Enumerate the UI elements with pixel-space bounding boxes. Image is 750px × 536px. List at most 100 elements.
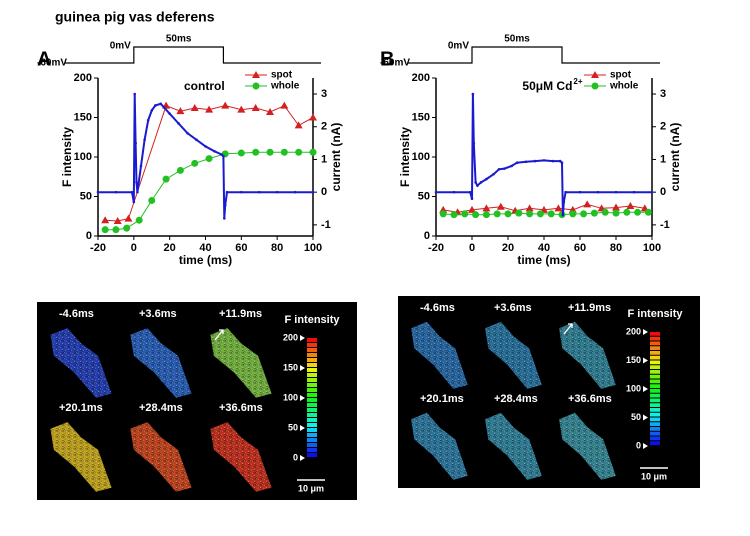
- marker: [510, 164, 513, 168]
- cell-texture: [210, 328, 272, 398]
- marker: [101, 226, 109, 234]
- cell-texture: [130, 328, 192, 398]
- marker: [583, 200, 592, 208]
- marker: [280, 148, 288, 156]
- marker: [205, 155, 213, 163]
- colorbar-stripe: [650, 374, 660, 379]
- y-tick-label: 150: [412, 111, 430, 123]
- cell-texture: [411, 321, 468, 389]
- marker: [650, 190, 654, 194]
- image-time-label: -4.6ms: [59, 308, 94, 320]
- marker: [644, 208, 652, 216]
- colorbar-stripe: [307, 348, 317, 352]
- colorbar-tick-label: 0: [293, 452, 298, 462]
- marker: [295, 148, 303, 156]
- marker: [150, 109, 154, 112]
- colorbar-tick-label: 150: [283, 362, 298, 372]
- y-tick-label: 200: [74, 72, 92, 84]
- colorbar-stripe: [307, 423, 317, 427]
- marker: [450, 211, 458, 219]
- cell-texture: [485, 412, 542, 480]
- marker: [515, 209, 523, 217]
- marker: [204, 145, 207, 148]
- marker: [580, 210, 588, 218]
- annotation: control: [184, 79, 225, 93]
- x-tick-label: -20: [428, 242, 444, 254]
- marker: [493, 210, 501, 218]
- marker: [113, 216, 122, 224]
- marker: [474, 181, 477, 184]
- scale-bar-label: 10 μm: [641, 471, 667, 481]
- marker: [275, 190, 279, 194]
- legend-marker: [591, 82, 599, 90]
- marker: [134, 141, 137, 145]
- marker: [252, 148, 260, 156]
- colorbar-tick: [300, 335, 305, 341]
- x-tick-label: 80: [271, 242, 283, 254]
- colorbar-stripe: [650, 336, 660, 341]
- colorbar-stripe: [650, 412, 660, 417]
- marker: [526, 210, 534, 218]
- image-time-label: +11.9ms: [219, 308, 262, 320]
- marker: [237, 149, 245, 157]
- x-tick-label: -20: [90, 242, 106, 254]
- marker: [601, 208, 609, 216]
- colorbar-stripe: [307, 413, 317, 417]
- colorbar-stripe: [650, 346, 660, 350]
- colorbar-tick-label: 200: [283, 332, 298, 342]
- colorbar-tick-label: 0: [636, 440, 641, 450]
- y2-tick-label: 3: [321, 88, 327, 100]
- colorbar-tick: [643, 443, 648, 449]
- colorbar-stripe: [650, 441, 660, 445]
- colorbar-tick-label: 50: [631, 412, 641, 422]
- colorbar-tick-label: 100: [626, 383, 641, 393]
- marker: [251, 104, 260, 112]
- x-tick-label: 60: [235, 242, 247, 254]
- colorbar-stripe: [650, 403, 660, 407]
- colorbar-stripe: [307, 448, 317, 452]
- x-tick-label: 20: [164, 242, 176, 254]
- marker: [130, 190, 134, 194]
- marker: [154, 104, 157, 107]
- colorbar-stripe: [307, 343, 317, 347]
- y-tick-label: 100: [74, 151, 92, 163]
- marker: [470, 197, 474, 201]
- marker: [143, 138, 146, 142]
- marker: [311, 190, 315, 194]
- colorbar-stripe: [650, 422, 660, 426]
- legend-marker: [591, 71, 599, 78]
- image-time-label: +28.4ms: [494, 393, 538, 405]
- marker: [112, 226, 120, 234]
- annotation: 50μM Cd: [522, 79, 572, 93]
- colorbar-stripe: [307, 378, 317, 382]
- marker: [266, 107, 274, 115]
- colorbar-stripe: [650, 332, 660, 336]
- colorbar-stripe: [650, 417, 660, 422]
- colorbar-stripe: [307, 358, 317, 362]
- cell-texture: [50, 422, 112, 492]
- colorbar-stripe: [307, 443, 317, 447]
- scale-bar-label: 10 μm: [298, 483, 324, 493]
- colorbar-stripe: [307, 388, 317, 392]
- y-axis-label: F intensity: [398, 127, 412, 187]
- y2-tick-label: 2: [321, 121, 327, 133]
- marker: [148, 196, 156, 204]
- marker: [123, 224, 131, 232]
- colorbar-tick-label: 150: [626, 355, 641, 365]
- y-tick-label: 150: [74, 111, 92, 123]
- colorbar-stripe: [307, 338, 317, 342]
- colorbar-stripe: [307, 373, 317, 377]
- colorbar-stripe: [650, 341, 660, 346]
- panel-label: A: [37, 48, 51, 70]
- marker: [135, 216, 143, 224]
- marker: [564, 190, 567, 194]
- colorbar-stripe: [307, 368, 317, 372]
- marker: [195, 138, 198, 142]
- marker: [542, 159, 546, 162]
- x-tick-label: 80: [610, 242, 622, 254]
- marker: [176, 107, 185, 115]
- marker: [146, 118, 150, 122]
- marker: [492, 172, 495, 176]
- marker: [596, 190, 600, 194]
